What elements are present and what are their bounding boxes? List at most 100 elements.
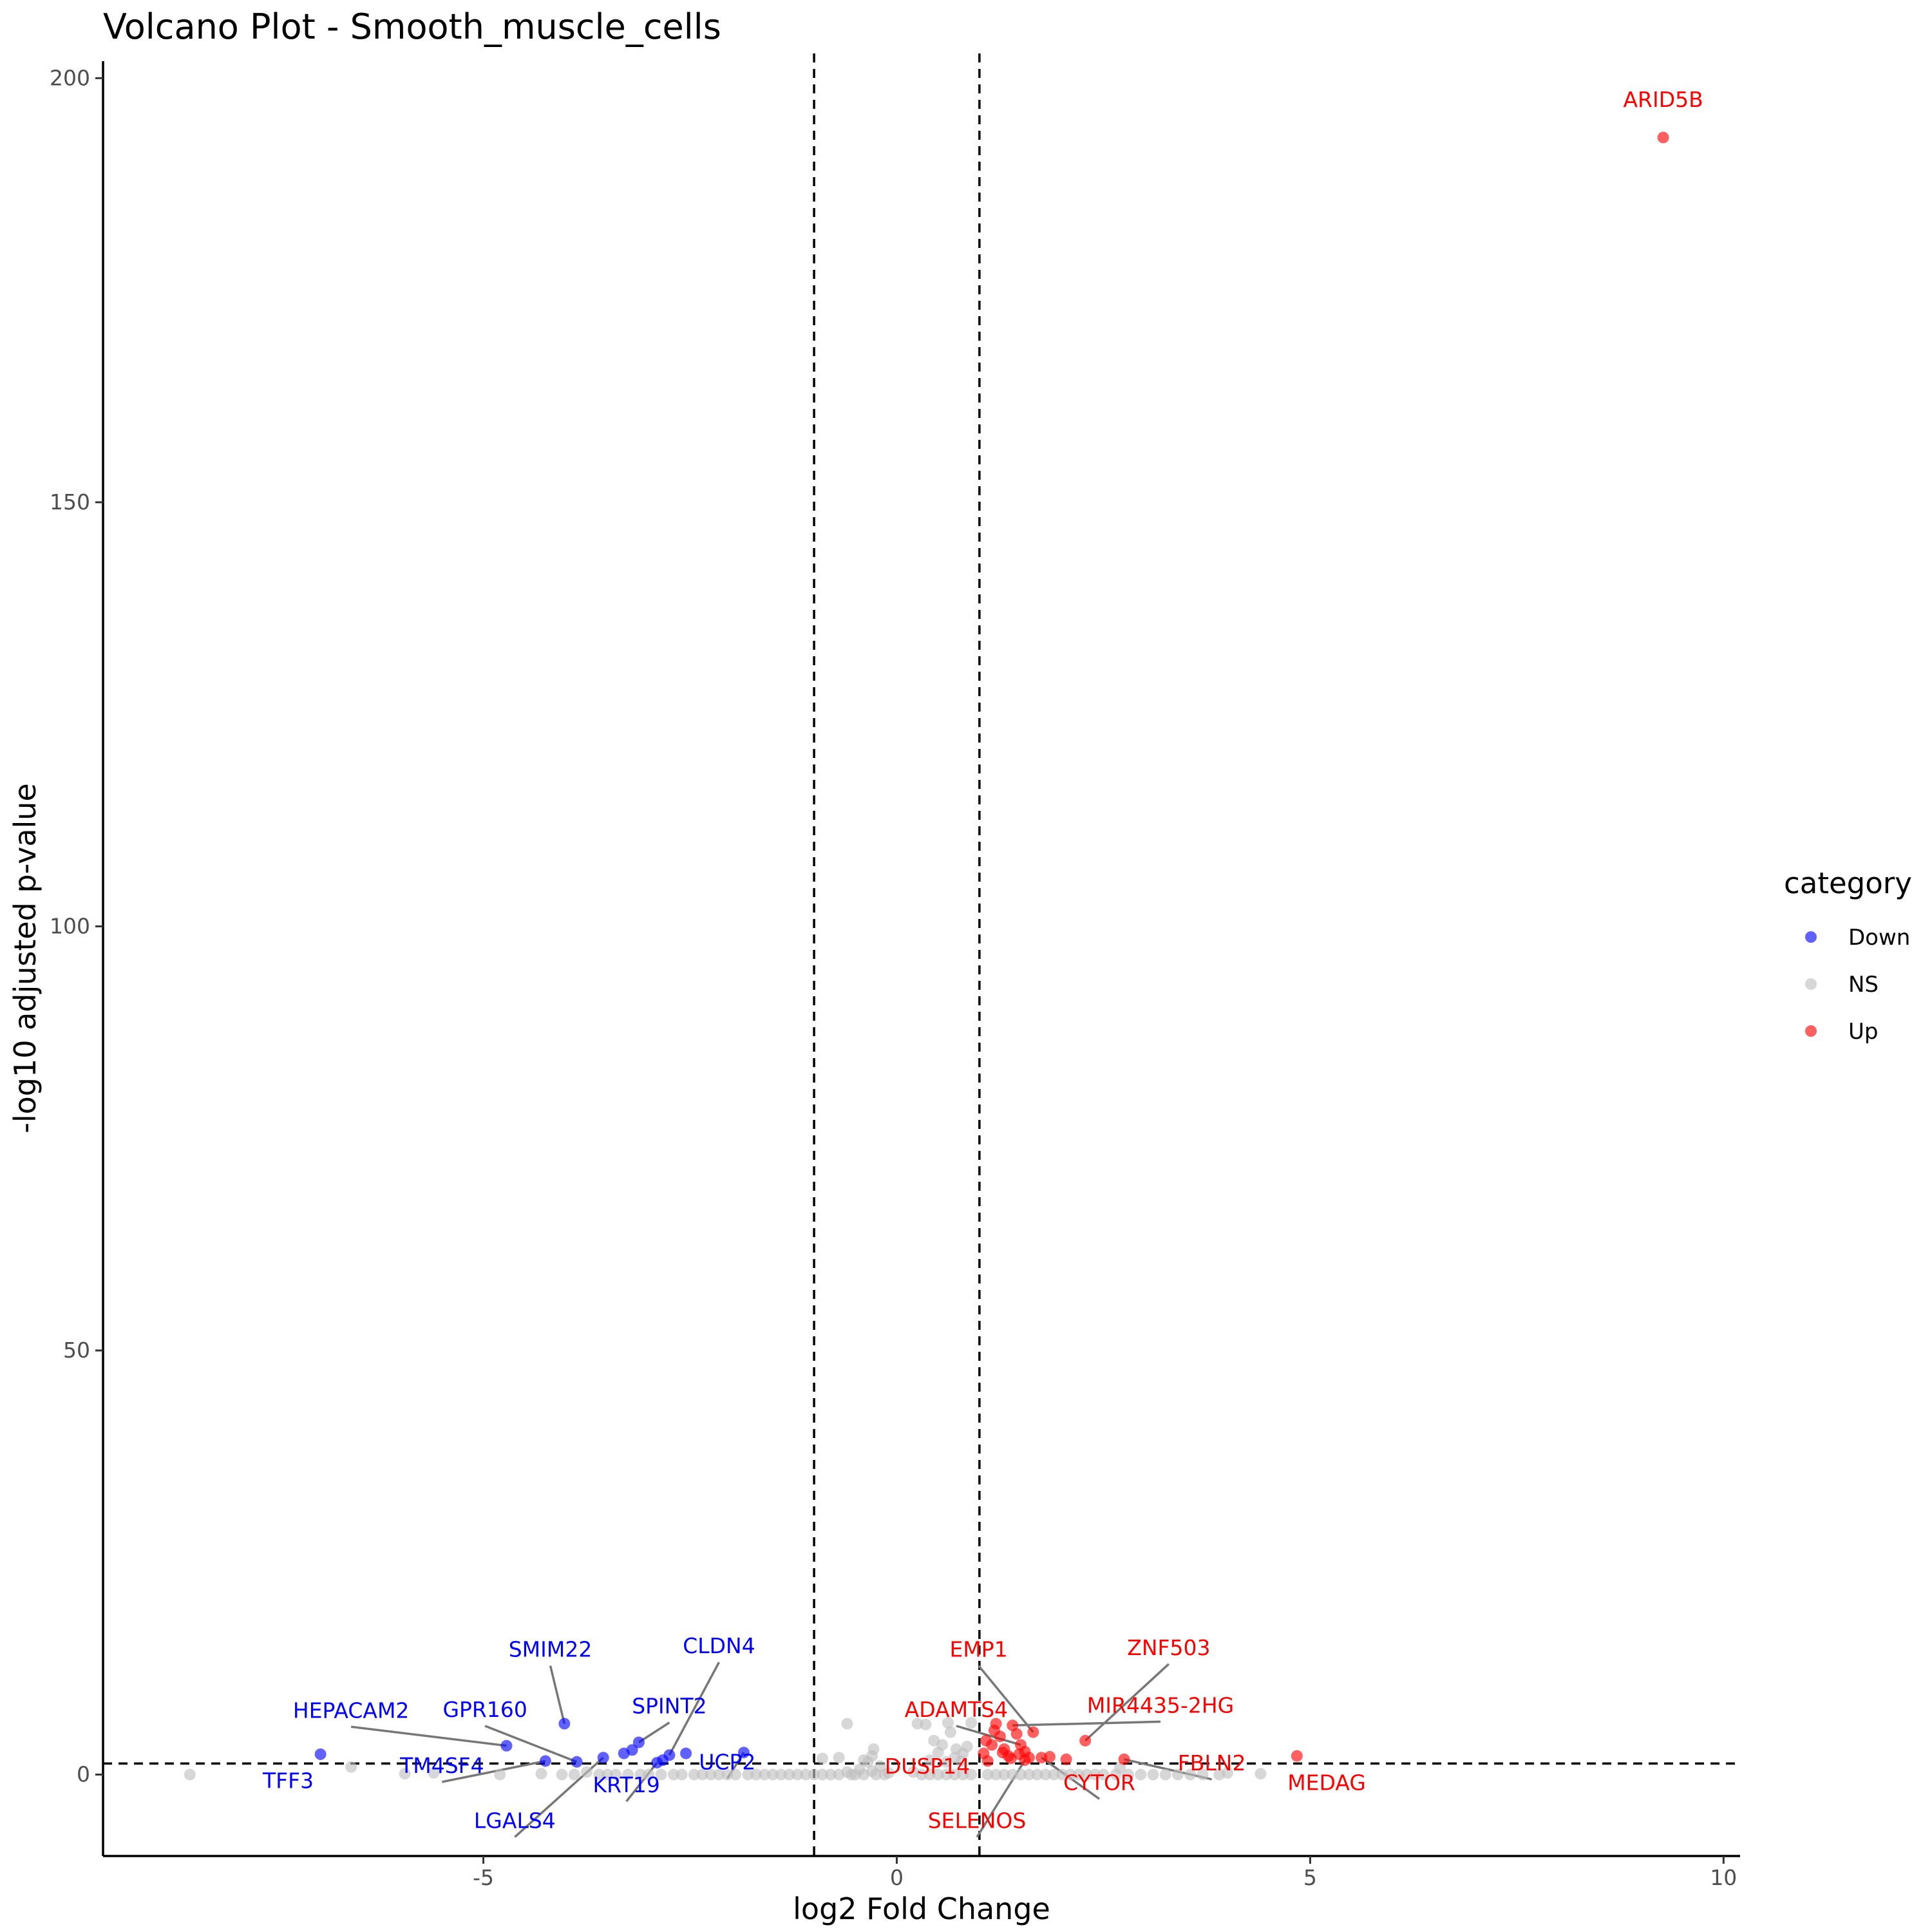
data-point-down (558, 1718, 571, 1730)
data-point-ns (655, 1768, 667, 1781)
gene-label: DUSP14 (885, 1754, 970, 1779)
data-point-ns (816, 1768, 828, 1781)
data-point-down (571, 1756, 583, 1768)
data-point-up (1010, 1728, 1023, 1740)
x-tick-label: 10 (1710, 1865, 1737, 1890)
data-point-ns (609, 1768, 621, 1781)
y-tick-label: 100 (50, 913, 90, 938)
y-tick-label: 150 (50, 489, 90, 515)
data-point-ns (824, 1768, 837, 1781)
data-point-ns (428, 1766, 440, 1779)
data-point-ns (713, 1768, 725, 1781)
data-point-up (988, 1725, 1000, 1737)
data-point-up (1291, 1750, 1303, 1762)
data-point-ns (601, 1768, 614, 1781)
data-point-ns (766, 1768, 779, 1781)
data-point-ns (742, 1768, 754, 1781)
data-point-down (632, 1736, 645, 1748)
data-point-ns (1159, 1768, 1171, 1781)
data-point-ns (696, 1768, 708, 1781)
y-tick-label: 50 (63, 1338, 90, 1363)
legend-key-down (1805, 931, 1817, 943)
plot-panel: ARID5B ZNF503 EMP1 MIR4435-2HG ADAMTS4 FBLN2 D… (103, 53, 1740, 1856)
data-point-ns (1089, 1768, 1101, 1781)
data-point-ns (923, 1754, 936, 1766)
data-point-ns (955, 1755, 967, 1767)
data-point-up (1027, 1726, 1039, 1738)
data-point-ns (1197, 1768, 1209, 1781)
data-point-ns (622, 1768, 634, 1781)
data-point-up (978, 1747, 990, 1759)
data-point-ns (593, 1768, 605, 1781)
legend-label: Down (1848, 925, 1910, 951)
gene-label: ADAMTS4 (905, 1697, 1009, 1722)
gene-label: SMIM22 (509, 1636, 592, 1662)
gene-label: GPR160 (442, 1697, 527, 1722)
x-axis-title: log2 Fold Change (793, 1891, 1050, 1926)
data-point-ns (1039, 1768, 1052, 1781)
gene-label: TFF3 (262, 1768, 314, 1794)
data-point-ns (1056, 1768, 1068, 1781)
data-point-ns (998, 1768, 1010, 1781)
data-point-ns (981, 1768, 994, 1781)
data-point-ns (833, 1752, 845, 1764)
label-connector-line (442, 1759, 546, 1783)
legend-key-up (1805, 1025, 1817, 1037)
label-connector-line (668, 1662, 721, 1756)
x-ticks: -5 0 5 10 (473, 1856, 1737, 1890)
data-point-down (314, 1748, 327, 1760)
data-point-ns (345, 1761, 357, 1773)
data-point-down (597, 1752, 609, 1764)
data-point-up (1118, 1753, 1130, 1765)
data-point-ns (494, 1768, 506, 1781)
label-connector-line (625, 1762, 658, 1803)
data-point-down (500, 1739, 513, 1752)
gene-label: FBLN2 (1178, 1750, 1246, 1776)
data-points (184, 131, 1669, 1781)
data-point-ns (816, 1752, 828, 1765)
data-point-ns (581, 1766, 593, 1778)
legend-items: Down NS Up (1805, 925, 1910, 1045)
data-point-ns (783, 1768, 795, 1781)
data-point-ns (1255, 1768, 1267, 1780)
data-point-ns (841, 1718, 853, 1730)
label-connector-line (350, 1725, 507, 1747)
data-point-ns (1184, 1768, 1197, 1781)
data-point-ns (800, 1768, 812, 1781)
data-point-ns (535, 1768, 547, 1780)
data-point-ns (1048, 1768, 1060, 1781)
data-point-ns (643, 1768, 655, 1781)
data-point-ns (1171, 1768, 1184, 1781)
data-point-up (1657, 131, 1669, 144)
data-point-ns (932, 1747, 944, 1759)
data-point-ns (923, 1768, 936, 1781)
gene-label: EMP1 (949, 1636, 1007, 1662)
data-point-up (996, 1747, 1009, 1759)
label-connector-line (1012, 1720, 1161, 1727)
axes: -5 0 5 10 0 50 100 150 200 (50, 61, 1740, 1890)
data-point-ns (1031, 1768, 1043, 1781)
data-point-ns (932, 1768, 944, 1781)
threshold-lines (103, 53, 1740, 1856)
data-point-ns (990, 1768, 1002, 1781)
data-point-ns (775, 1768, 787, 1781)
data-point-ns (944, 1726, 956, 1738)
data-point-ns (940, 1768, 952, 1781)
chart-title: Volcano Plot - Smooth_muscle_cells (103, 6, 721, 47)
data-point-ns (759, 1768, 771, 1781)
gene-label: LGALS4 (474, 1808, 556, 1833)
data-point-ns (705, 1768, 717, 1781)
data-point-up (1023, 1752, 1035, 1764)
x-tick-label: -5 (473, 1865, 494, 1890)
data-point-ns (399, 1768, 411, 1780)
data-point-ns (634, 1768, 647, 1781)
gene-label: KRT19 (593, 1772, 660, 1797)
legend-key-ns (1805, 978, 1817, 990)
data-point-ns (965, 1768, 978, 1781)
label-connector-line (484, 1725, 578, 1763)
data-point-ns (1023, 1768, 1035, 1781)
data-point-ns (916, 1768, 927, 1781)
data-point-down (663, 1749, 676, 1761)
label-connector-line (638, 1721, 670, 1743)
